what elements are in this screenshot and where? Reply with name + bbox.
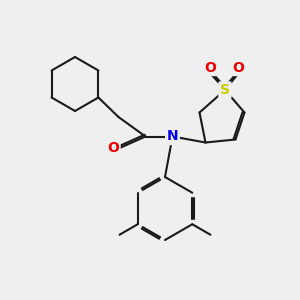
- Text: N: N: [167, 130, 178, 143]
- Text: O: O: [232, 61, 244, 74]
- Text: S: S: [220, 83, 230, 97]
- Text: O: O: [204, 61, 216, 74]
- Text: O: O: [107, 142, 119, 155]
